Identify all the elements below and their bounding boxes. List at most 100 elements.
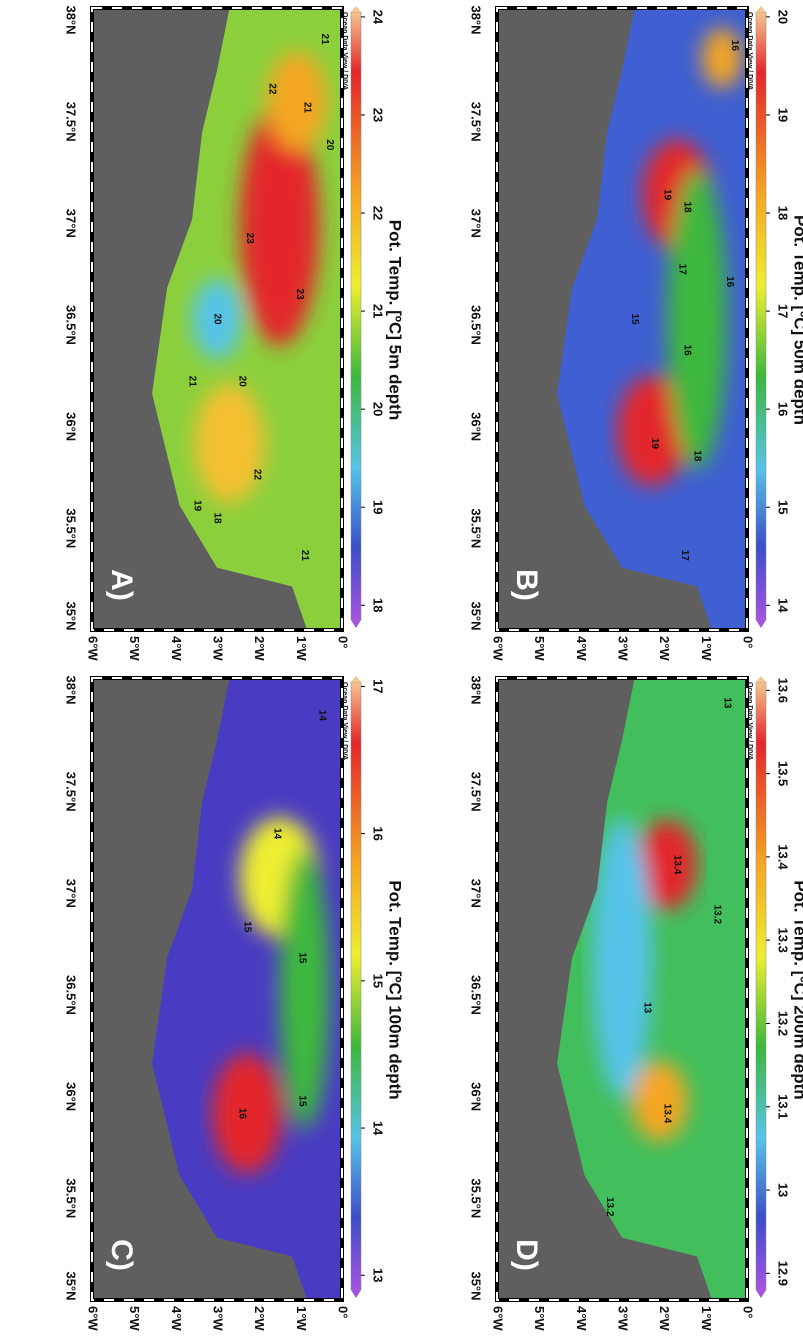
lon-label: 4°W <box>574 636 589 661</box>
contour-label: 18 <box>681 201 692 213</box>
colorbar-tick-label: 13 <box>776 1183 791 1197</box>
lon-label: 5°W <box>532 636 547 661</box>
colorbar-tick-label: 18 <box>371 598 386 612</box>
lon-label: 1°W <box>699 1306 714 1331</box>
lon-label: 5°W <box>127 636 142 661</box>
lat-label: 38°N <box>64 675 79 704</box>
colorbar-tick-label: 12.9 <box>776 1261 791 1286</box>
panel-label: C) <box>105 1239 138 1271</box>
lat-label: 38°N <box>469 5 484 34</box>
contour-label: 18 <box>211 512 222 524</box>
colorbar-end <box>351 676 361 682</box>
colorbar-tick-label: 19 <box>776 108 791 122</box>
lat-label: 37°N <box>64 209 79 238</box>
contour-label: 13.2 <box>604 1197 615 1217</box>
lon-label: 3°W <box>211 636 226 661</box>
temperature-patch <box>667 169 727 469</box>
lat-label: 37°N <box>469 209 484 238</box>
lat-label: 37.5°N <box>469 102 484 142</box>
colorbar-tick-label: 14 <box>371 1121 386 1136</box>
contour-label: 14 <box>316 710 327 722</box>
lat-label: 35.5°N <box>64 508 79 548</box>
colorbar <box>756 12 766 620</box>
colorbar-tick-label: 23 <box>371 108 386 122</box>
lon-label: 6°W <box>86 1306 101 1331</box>
contour-label: 15 <box>296 952 307 964</box>
lon-label: 6°W <box>86 636 101 661</box>
contour-label: 19 <box>649 438 660 450</box>
credit: Ocean Data View / DIVA <box>341 682 348 760</box>
lon-label: 2°W <box>657 636 672 661</box>
colorbar <box>351 12 361 620</box>
contour-label: 21 <box>299 550 310 562</box>
lat-label: 35.5°N <box>64 1178 79 1218</box>
contour-label: 15 <box>241 921 252 933</box>
lat-label: 36°N <box>64 412 79 441</box>
colorbar-tick-label: 14 <box>776 598 791 613</box>
colorbar-tick-label: 19 <box>371 500 386 514</box>
contour-label: 16 <box>681 345 692 357</box>
lon-label: 4°W <box>169 636 184 661</box>
credit: Ocean Data View / DIVA <box>746 682 753 760</box>
lon-label: 0° <box>336 636 351 648</box>
colorbar-tick-label: 21 <box>371 304 386 318</box>
contour-label: 23 <box>294 289 305 301</box>
lat-label: 36.5°N <box>469 975 484 1015</box>
lat-label: 38°N <box>469 675 484 704</box>
colorbar-tick-label: 20 <box>776 10 791 24</box>
map-panel: 13 13.4 13.2 13 13.4 13.2 D) 38°N 37.5°N 37°N 36.5… <box>469 675 803 1331</box>
contour-label: 20 <box>211 313 222 325</box>
colorbar-tick-label: 20 <box>371 402 386 416</box>
lon-label: 5°W <box>127 1306 142 1331</box>
contour-label: 13.4 <box>661 1104 672 1124</box>
lat-label: 37°N <box>64 879 79 908</box>
lon-label: 1°W <box>699 636 714 661</box>
colorbar-tick-label: 16 <box>371 826 386 840</box>
lat-label: 37°N <box>469 879 484 908</box>
map-panel: 21222120232320212022191821A)38°N37.5°N37… <box>64 5 405 661</box>
contour-label: 22 <box>266 83 277 95</box>
lat-label: 37.5°N <box>469 772 484 812</box>
colorbar-tick-label: 22 <box>371 206 386 220</box>
colorbar-end <box>756 6 766 12</box>
lon-label: 0° <box>336 1306 351 1318</box>
colorbar-tick-label: 13.4 <box>776 844 791 870</box>
lat-label: 35.5°N <box>469 508 484 548</box>
lon-label: 4°W <box>574 1306 589 1331</box>
lat-label: 35°N <box>64 1271 79 1300</box>
map-panel: 16191817161615191817B)38°N37.5°N37°N36.5… <box>469 5 803 661</box>
contour-label: 13 <box>641 1002 652 1014</box>
contour-label: 16 <box>724 276 735 288</box>
contour-label: 15 <box>629 313 640 325</box>
colorbar-end <box>351 620 361 628</box>
colorbar <box>351 682 361 1290</box>
colorbar-tick-label: 13.5 <box>776 761 791 786</box>
colorbar-tick-label: 24 <box>371 10 386 25</box>
lon-label: 0° <box>741 1306 756 1318</box>
lat-label: 35.5°N <box>469 1178 484 1218</box>
figure: 21222120232320212022191821A)38°N37.5°N37… <box>0 0 803 1337</box>
contour-label: 21 <box>186 376 197 388</box>
contour-label: 14 <box>271 828 282 840</box>
map-panel: 141415151615C)38°N37.5°N37°N36.5°N36°N35… <box>64 675 405 1331</box>
contour-label: 17 <box>676 264 687 276</box>
contour-label: 21 <box>319 34 330 46</box>
lat-label: 36°N <box>64 1082 79 1111</box>
lat-label: 35°N <box>469 1271 484 1300</box>
contour-label: 13.4 <box>671 855 682 875</box>
contour-label: 18 <box>691 450 702 462</box>
contour-label: 16 <box>729 40 740 52</box>
lat-label: 36.5°N <box>64 975 79 1015</box>
contour-label: 22 <box>251 469 262 481</box>
panel-label: D) <box>510 1239 543 1271</box>
lon-label: 4°W <box>169 1306 184 1331</box>
colorbar-tick-label: 13 <box>371 1268 386 1282</box>
lon-label: 1°W <box>294 1306 309 1331</box>
lat-label: 35°N <box>64 601 79 630</box>
lon-label: 2°W <box>252 1306 267 1331</box>
colorbar-tick-label: 13.2 <box>776 1011 791 1036</box>
panel-title: Pot. Temp. [ºC] 50m depth <box>791 215 803 425</box>
lat-label: 37.5°N <box>64 102 79 142</box>
colorbar-tick-label: 13.3 <box>776 928 791 953</box>
lon-label: 2°W <box>252 636 267 661</box>
